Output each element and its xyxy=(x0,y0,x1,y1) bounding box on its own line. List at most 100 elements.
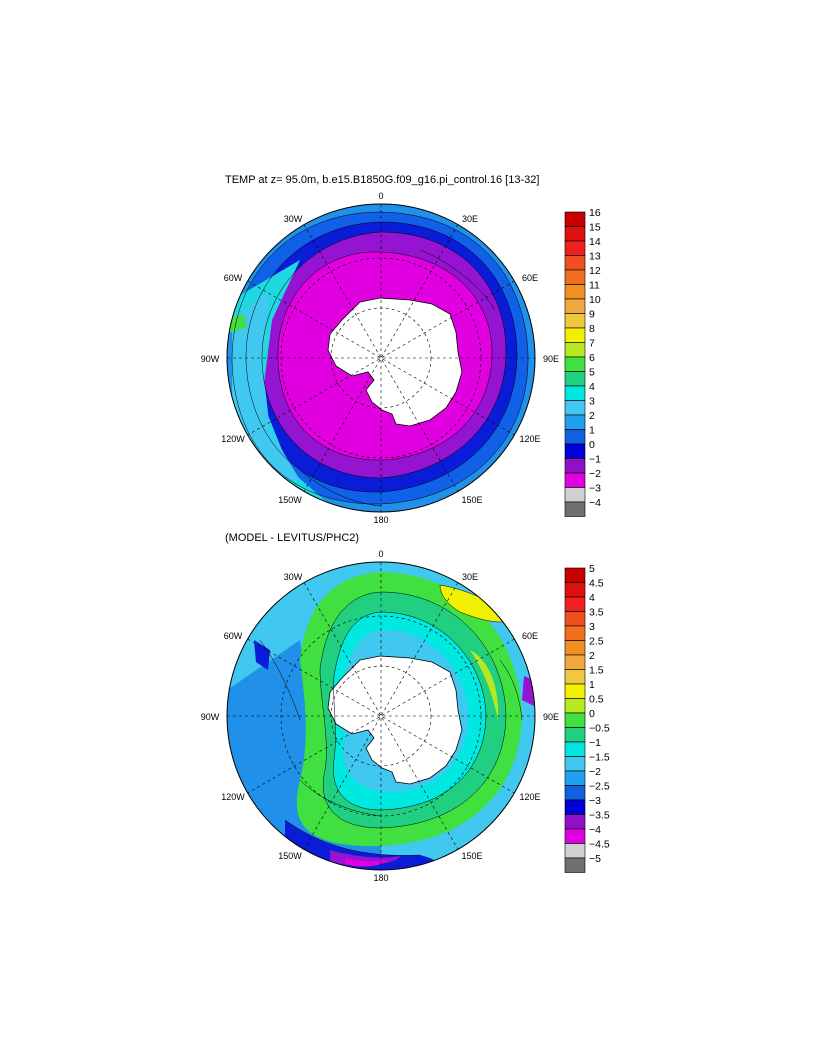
colorbar-tick-label: −4 xyxy=(589,824,601,836)
colorbar-swatch xyxy=(564,582,586,598)
colorbar-swatch xyxy=(564,654,586,670)
diff-polar-map xyxy=(227,562,535,870)
lon-label-90w: 90W xyxy=(201,354,220,364)
colorbar-tick-label: 2 xyxy=(589,410,595,422)
b-magenta-region xyxy=(345,858,388,867)
b-rightdark-region xyxy=(522,676,534,706)
lon-label-150w-b: 150W xyxy=(278,851,302,861)
colorbar-swatch xyxy=(564,211,586,227)
b-deepblue-region xyxy=(285,820,444,870)
colorbar-tick-label: 4 xyxy=(589,381,595,393)
colorbar-swatch xyxy=(564,284,586,300)
lon-label-60e: 60E xyxy=(522,273,538,283)
diff-panel-title: (MODEL - LEVITUS/PHC2) xyxy=(225,532,359,544)
lon-label-30e: 30E xyxy=(462,214,478,224)
colorbar-tick-label: −5 xyxy=(589,853,601,865)
colorbar-tick-label: −1 xyxy=(589,454,601,466)
colorbar-tick-label: −0.5 xyxy=(589,723,610,735)
lon-label-180: 180 xyxy=(373,515,388,525)
colorbar-tick-label: 3.5 xyxy=(589,607,604,619)
b-leftdark-region xyxy=(254,640,270,670)
colorbar-swatch xyxy=(564,342,586,358)
colorbar-tick-label: 7 xyxy=(589,338,595,350)
lon-label-120w: 120W xyxy=(221,434,245,444)
colorbar-tick-label: 13 xyxy=(589,251,601,263)
colorbar-swatch xyxy=(564,611,586,627)
diff-longitude-labels: 0 30W 30E 60W 60E 90W 90E 120W 120E 150W… xyxy=(201,549,559,883)
colorbar-swatch xyxy=(564,298,586,314)
colorbar-tick-label: −3.5 xyxy=(589,810,610,822)
colorbar-swatch xyxy=(564,313,586,329)
antarctica-landmass-2 xyxy=(327,655,463,785)
lon-label-60w: 60W xyxy=(224,273,243,283)
colorbar-swatch xyxy=(564,400,586,416)
diff-panel: (MODEL - LEVITUS/PHC2) xyxy=(201,532,610,883)
colorbar-tick-label: −1 xyxy=(589,737,601,749)
colorbar-swatch xyxy=(564,669,586,685)
colorbar-swatch xyxy=(564,429,586,445)
colorbar-swatch xyxy=(564,727,586,743)
colorbar-swatch xyxy=(564,814,586,830)
lon-label-180-b: 180 xyxy=(373,873,388,883)
colorbar-swatch xyxy=(564,785,586,801)
colorbar-tick-label: −4 xyxy=(589,497,601,509)
colorbar-swatch xyxy=(564,501,586,517)
colorbar-swatch xyxy=(564,269,586,285)
colorbar-swatch xyxy=(564,356,586,372)
colorbar-swatch xyxy=(564,683,586,699)
colorbar-tick-label: −3 xyxy=(589,795,601,807)
antarctica-landmass xyxy=(327,297,463,427)
colorbar-tick-label: −2.5 xyxy=(589,781,610,793)
lon-label-120w-b: 120W xyxy=(221,792,245,802)
lon-label-90e: 90E xyxy=(543,354,559,364)
colorbar-tick-label: 0 xyxy=(589,708,595,720)
colorbar-tick-label: 14 xyxy=(589,236,601,248)
diff-graticule xyxy=(227,562,535,870)
colorbar-tick-label: 1 xyxy=(589,679,595,691)
colorbar-tick-label: −3 xyxy=(589,483,601,495)
colorbar-tick-label: 4 xyxy=(589,592,595,604)
b-lightgreen-region xyxy=(470,650,499,720)
colorbar-tick-label: 9 xyxy=(589,309,595,321)
colorbar-swatch xyxy=(564,712,586,728)
colorbar-swatch xyxy=(564,596,586,612)
colorbar-swatch xyxy=(564,385,586,401)
colorbar-swatch xyxy=(564,770,586,786)
diff-map-border xyxy=(226,561,536,871)
colorbar-tick-label: 0.5 xyxy=(589,694,604,706)
colorbar-swatch xyxy=(564,857,586,873)
lon-label-120e-b: 120E xyxy=(519,792,540,802)
lon-label-90w-b: 90W xyxy=(201,712,220,722)
colorbar-tick-label: 5 xyxy=(589,563,595,575)
temp-graticule xyxy=(227,204,535,512)
colorbar-swatch xyxy=(564,327,586,343)
colorbar-swatch xyxy=(564,240,586,256)
colorbar-swatch xyxy=(564,414,586,430)
colorbar-swatch xyxy=(564,255,586,271)
colorbar-tick-label: 3 xyxy=(589,396,595,408)
colorbar-tick-label: 15 xyxy=(589,222,601,234)
colorbar-tick-label: −1.5 xyxy=(589,752,610,764)
colorbar-tick-label: −2 xyxy=(589,766,601,778)
lon-label-150e: 150E xyxy=(461,495,482,505)
lon-label-120e: 120E xyxy=(519,434,540,444)
lon-label-30w-b: 30W xyxy=(284,572,303,582)
colorbar-swatch xyxy=(564,828,586,844)
colorbar-tick-label: 3 xyxy=(589,621,595,633)
lon-label-150e-b: 150E xyxy=(461,851,482,861)
colorbar-swatch xyxy=(564,741,586,757)
colorbar-swatch xyxy=(564,567,586,583)
colorbar-swatch xyxy=(564,472,586,488)
lon-label-150w: 150W xyxy=(278,495,302,505)
colorbar-tick-label: 2.5 xyxy=(589,636,604,648)
temp-map-border xyxy=(226,203,536,513)
colorbar-swatch xyxy=(564,226,586,242)
colorbar-swatch xyxy=(564,698,586,714)
temp-longitude-labels: 0 30W 30E 60W 60E 90W 90E 120W 120E 150W… xyxy=(201,191,559,525)
a-warm2-region xyxy=(232,290,300,480)
colorbar-tick-label: 8 xyxy=(589,323,595,335)
b-yellow-region xyxy=(440,585,512,623)
colorbar-tick-label: −2 xyxy=(589,468,601,480)
